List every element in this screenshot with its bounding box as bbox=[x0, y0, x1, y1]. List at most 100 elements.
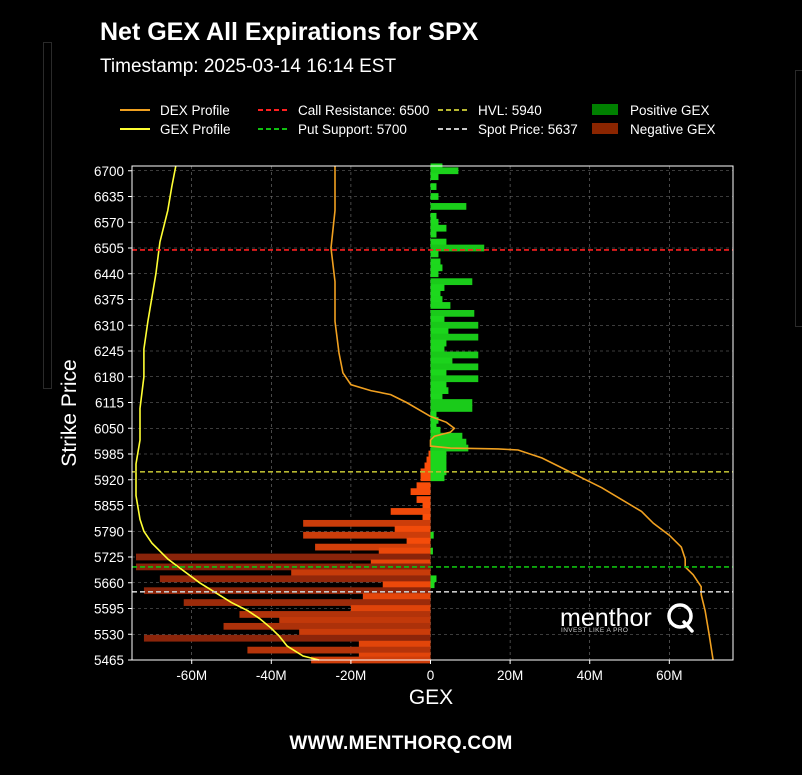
negative-gex-bar bbox=[390, 508, 431, 515]
negative-gex-bar bbox=[420, 474, 431, 482]
negative-gex-bar bbox=[416, 496, 431, 503]
positive-gex-bar bbox=[430, 224, 447, 232]
negative-gex-bar bbox=[358, 640, 431, 648]
y-tick-label: 5660 bbox=[94, 576, 124, 591]
watermark-tagline: INVEST LIKE A PRO bbox=[561, 627, 628, 634]
positive-gex-bar bbox=[430, 163, 443, 171]
negative-gex-bar bbox=[143, 587, 431, 595]
positive-gex-bar bbox=[430, 167, 459, 175]
positive-gex-bar bbox=[430, 531, 434, 539]
positive-gex-bar bbox=[430, 432, 463, 440]
y-tick-label: 5985 bbox=[94, 447, 124, 462]
gex-bars bbox=[135, 163, 485, 664]
x-tick-label: 0 bbox=[427, 668, 435, 683]
negative-gex-bar bbox=[279, 617, 431, 624]
legend-label: DEX Profile bbox=[160, 103, 230, 118]
negative-gex-bar bbox=[350, 605, 431, 612]
positive-gex-bar bbox=[430, 422, 437, 430]
positive-gex-bar bbox=[430, 393, 443, 400]
positive-gex-bar bbox=[430, 345, 445, 353]
x-axis-ticks: -60M -40M -20M 0 20M 40M 60M bbox=[176, 660, 682, 683]
positive-gex-bar bbox=[430, 474, 445, 482]
negative-gex-bar bbox=[406, 537, 431, 545]
negative-gex-bar bbox=[370, 559, 431, 567]
negative-gex-bar bbox=[223, 622, 431, 630]
y-tick-label: 5595 bbox=[94, 602, 124, 617]
positive-gex-bar bbox=[430, 327, 449, 335]
legend-label: HVL: 5940 bbox=[478, 103, 542, 118]
legend-item-hvl: HVL: 5940 bbox=[438, 103, 542, 118]
positive-gex-bar bbox=[430, 278, 473, 286]
legend-item-spot: Spot Price: 5637 bbox=[438, 122, 578, 137]
legend-label: Spot Price: 5637 bbox=[478, 122, 578, 137]
positive-gex-bar bbox=[430, 405, 473, 412]
positive-gex-bar bbox=[430, 321, 479, 329]
positive-gex-bar bbox=[430, 218, 439, 226]
negative-gex-bar bbox=[420, 468, 431, 476]
watermark-brand: menthor bbox=[560, 604, 652, 632]
profile-lines bbox=[135, 165, 714, 661]
x-axis-label: GEX bbox=[409, 686, 453, 709]
negative-gex-bar bbox=[183, 599, 431, 606]
y-tick-label: 6700 bbox=[94, 164, 124, 179]
negative-gex-bar bbox=[382, 581, 431, 589]
negative-gex-bar bbox=[299, 628, 431, 636]
x-tick-label: -60M bbox=[176, 668, 207, 683]
negative-gex-bar bbox=[358, 652, 431, 660]
positive-gex-bar bbox=[430, 411, 437, 418]
positive-gex-bar bbox=[430, 309, 475, 317]
x-tick-label: -20M bbox=[336, 668, 367, 683]
y-tick-label: 5725 bbox=[94, 550, 124, 565]
gex-profile-line bbox=[135, 165, 320, 661]
negative-gex-bar bbox=[362, 593, 431, 600]
legend-item-gex: GEX Profile bbox=[120, 122, 231, 137]
positive-gex-bar bbox=[430, 450, 447, 458]
positive-gex-bar bbox=[430, 333, 479, 341]
positive-gex-bar bbox=[430, 302, 451, 309]
plot-border bbox=[131, 165, 734, 661]
y-tick-label: 5530 bbox=[94, 627, 124, 642]
menthorq-watermark: menthor INVEST LIKE A PRO bbox=[560, 603, 694, 634]
negative-gex-bar bbox=[303, 531, 431, 539]
negative-gex-bar bbox=[416, 482, 431, 490]
chart-title: Net GEX All Expirations for SPX bbox=[100, 18, 479, 46]
positive-gex-bar bbox=[430, 258, 441, 266]
positive-gex-bar bbox=[430, 339, 447, 347]
negative-gex-bar bbox=[135, 553, 431, 561]
legend-label: GEX Profile bbox=[160, 122, 231, 137]
positive-gex-bar bbox=[430, 351, 479, 359]
y-tick-label: 5855 bbox=[94, 499, 124, 514]
footer-url: WWW.MENTHORQ.COM bbox=[289, 733, 513, 754]
negative-gex-bar bbox=[422, 502, 431, 509]
negative-gex-bar bbox=[303, 519, 431, 527]
positive-gex-bar bbox=[430, 375, 479, 383]
q-logo-icon bbox=[667, 603, 694, 633]
chart-subtitle: Timestamp: 2025-03-14 16:14 EST bbox=[100, 56, 397, 77]
legend: DEX Profile Call Resistance: 6500 HVL: 594… bbox=[120, 103, 716, 137]
y-axis-ticks: 6700 6635 6570 6505 6440 6375 6310 6245 6180 6115… bbox=[94, 164, 132, 668]
y-tick-label: 6570 bbox=[94, 215, 124, 230]
negative-gex-bar bbox=[135, 563, 431, 571]
positive-gex-bar bbox=[430, 369, 447, 377]
positive-gex-bar bbox=[430, 357, 453, 365]
negative-gex-bar bbox=[394, 525, 431, 533]
y-tick-label: 6635 bbox=[94, 190, 124, 205]
y-tick-label: 6440 bbox=[94, 267, 124, 282]
y-tick-label: 6180 bbox=[94, 370, 124, 385]
y-tick-label: 6505 bbox=[94, 241, 124, 256]
legend-item-pos: Positive GEX bbox=[592, 103, 710, 118]
positive-gex-bar bbox=[430, 387, 449, 394]
positive-gex-bar bbox=[430, 250, 439, 258]
y-tick-label: 6050 bbox=[94, 421, 124, 436]
positive-gex-bar bbox=[430, 238, 447, 246]
negative-gex-bar bbox=[315, 543, 431, 551]
legend-swatch bbox=[592, 104, 618, 115]
positive-gex-bar bbox=[430, 438, 467, 446]
positive-gex-bar bbox=[430, 315, 445, 323]
positive-gex-bar bbox=[430, 230, 437, 238]
y-tick-label: 5920 bbox=[94, 473, 124, 488]
negative-gex-bar bbox=[291, 569, 431, 577]
plot-area bbox=[131, 163, 734, 664]
legend-label: Positive GEX bbox=[630, 103, 710, 118]
negative-gex-bar bbox=[239, 611, 431, 618]
